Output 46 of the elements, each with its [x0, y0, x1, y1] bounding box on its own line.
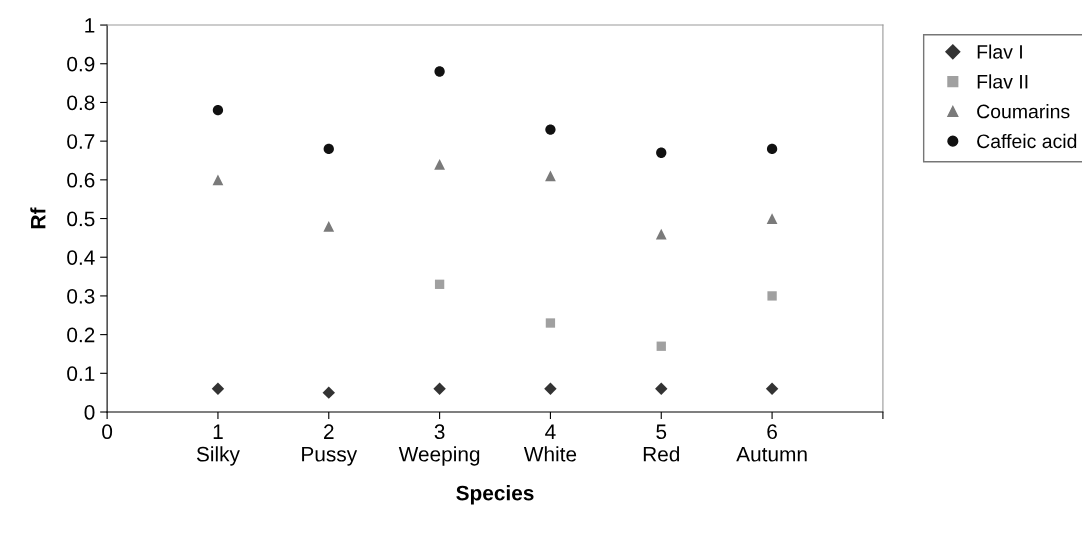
point — [544, 382, 557, 395]
point — [765, 382, 779, 395]
point — [211, 382, 225, 395]
point — [323, 220, 335, 232]
x-tick-label: 3 Weeping — [398, 424, 480, 466]
point — [434, 66, 445, 77]
y-tick-label: 0.5 — [67, 211, 95, 227]
point — [545, 170, 556, 182]
x-tick-label: 6 Autumn — [736, 424, 807, 462]
point — [212, 105, 224, 116]
y-tick-label: 1 — [85, 18, 95, 33]
point — [545, 318, 556, 328]
point — [323, 143, 334, 155]
point — [433, 382, 446, 395]
legend-label: Flav I — [977, 44, 1022, 59]
x-tick-label: 5 Red — [643, 424, 680, 462]
y-tick-label: 0.1 — [67, 366, 95, 382]
point — [434, 158, 445, 170]
point — [212, 174, 224, 186]
y-tick-label: 0.6 — [67, 172, 95, 188]
point — [655, 228, 667, 240]
x-tick-label: 2 Pussy — [302, 424, 358, 466]
legend-label: Coumarins — [977, 104, 1070, 119]
point — [322, 386, 335, 399]
point — [766, 213, 778, 224]
y-tick-label: 0.9 — [67, 56, 95, 72]
legend-label: Caffeic acid — [977, 133, 1077, 149]
y-tick-label: 0.2 — [67, 327, 95, 343]
y-tick-label: 0.8 — [67, 95, 95, 111]
point — [545, 124, 556, 135]
point — [656, 147, 667, 158]
x-axis-title: Species — [456, 485, 534, 505]
legend-label: Flav II — [977, 74, 1028, 89]
point — [434, 279, 445, 289]
x-tick-label: 1 Silky — [196, 424, 240, 466]
point — [766, 143, 778, 155]
x-tick-label: 4 White — [523, 424, 577, 462]
y-tick-label: 0.3 — [67, 288, 95, 304]
y-axis-title: Rf — [30, 207, 46, 229]
point — [655, 382, 668, 395]
point — [656, 341, 666, 351]
point — [767, 291, 777, 301]
y-tick-label: 0.7 — [67, 134, 95, 149]
x-tick-label: 0 — [102, 424, 113, 440]
y-tick-label: 0 — [84, 405, 95, 420]
y-tick-label: 0.4 — [67, 250, 95, 265]
